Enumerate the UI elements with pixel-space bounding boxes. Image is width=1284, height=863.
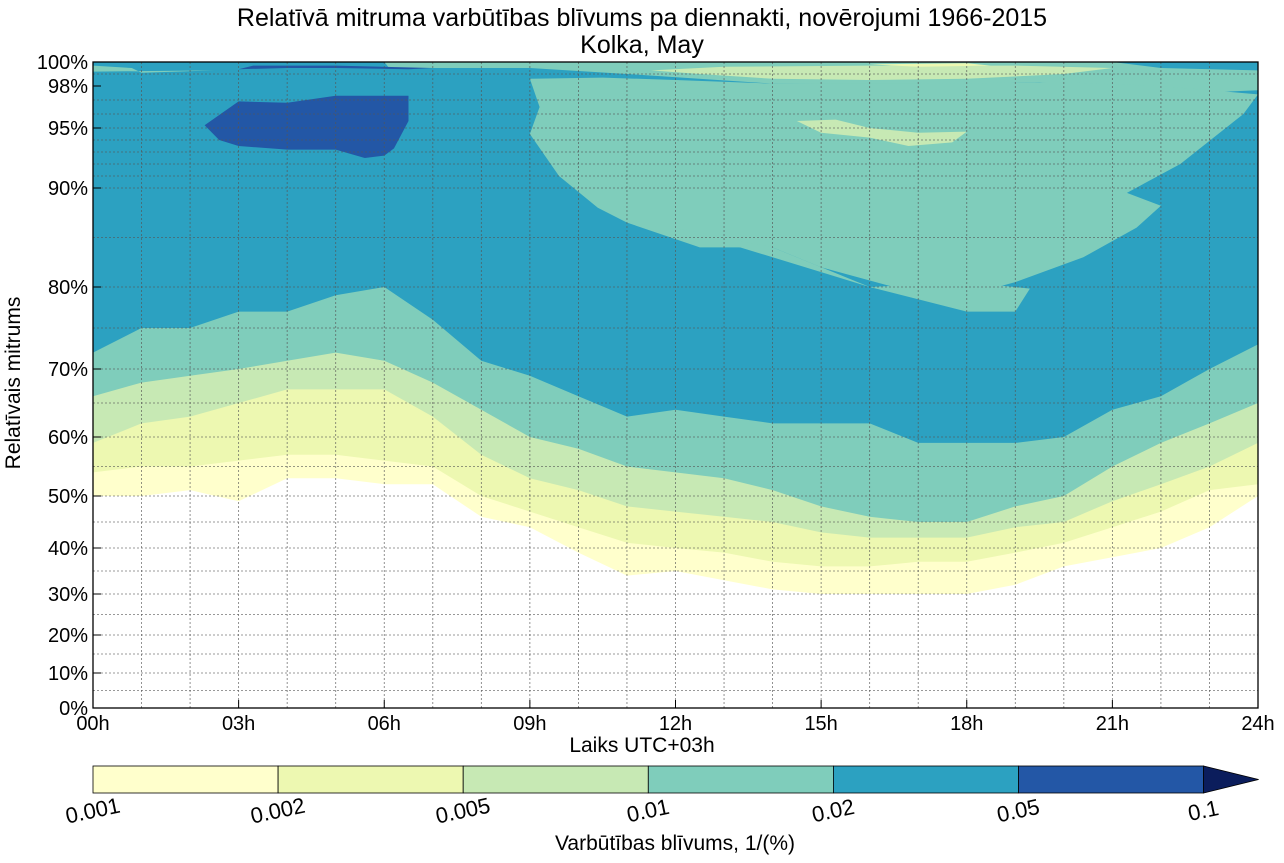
x-tick-label: 24h (1241, 713, 1274, 735)
y-tick-label: 60% (48, 427, 88, 449)
contour-top-lightgreen (651, 65, 1113, 80)
y-tick-label: 10% (48, 663, 88, 685)
colorbar: 0.001 0.002 0.005 0.01 0.02 0.05 0.1 (63, 765, 1259, 829)
contour-small-teal (651, 91, 700, 102)
y-tick-label: 95% (48, 118, 88, 140)
colorbar-label: Varbūtības blīvums, 1/(%) (554, 832, 796, 855)
x-tick-label: 18h (950, 713, 983, 735)
colorbar-tick-label: 0.01 (624, 794, 671, 827)
contour-top-teal-left (93, 65, 215, 73)
y-tick-label: 30% (48, 584, 88, 606)
colorbar-swatch-0.002 (277, 765, 464, 794)
colorbar-swatch-0.005 (462, 765, 649, 794)
y-axis-ticks: 0% 10% 20% 30% 40% 50% 60% 70% 80% 90% 95% 98%100% (37, 52, 101, 720)
contour-mid-dip (675, 227, 1030, 312)
y-tick-label: 50% (48, 486, 88, 508)
colorbar-tick-label: 0.02 (810, 794, 857, 827)
x-axis-ticks: 00h 03h 06h 09h 12h 15h 18h 21h 24h (76, 700, 1275, 735)
y-tick-label: 98% (48, 76, 88, 98)
colorbar-tick-label: 0.005 (433, 793, 492, 829)
y-tick-label: 20% (48, 625, 88, 647)
colorbar-swatch-0.01 (647, 765, 834, 794)
x-tick-label: 00h (76, 713, 109, 735)
y-tick-label: 0% (59, 698, 88, 720)
x-tick-label: 21h (1096, 713, 1129, 735)
y-tick-label: 100% (37, 52, 88, 74)
contour-blob-dark (204, 95, 409, 158)
colorbar-swatch-0.02 (833, 765, 1019, 794)
chart-subtitle: Kolka, May (580, 31, 704, 59)
x-tick-label: 03h (222, 713, 255, 735)
x-tick-label: 09h (513, 713, 546, 735)
x-tick-label: 06h (368, 713, 401, 735)
colorbar-extend-arrow (1203, 765, 1259, 794)
colorbar-tick-label: 0.001 (63, 793, 122, 829)
chart-title: Relatīvā mitruma varbūtības blīvums pa d… (236, 4, 1048, 32)
colorbar-tick-label: 0.002 (248, 793, 307, 829)
colorbar-tick-label: 0.1 (1186, 795, 1221, 826)
x-tick-label: 12h (659, 713, 692, 735)
y-tick-label: 80% (48, 277, 88, 299)
y-tick-label: 70% (48, 359, 88, 381)
colorbar-swatch-0.05 (1018, 765, 1205, 794)
colorbar-tick-label: 0.05 (995, 794, 1042, 827)
colorbar-swatch-0.001 (92, 765, 279, 794)
contour-island-lightgreen (796, 119, 967, 146)
y-tick-label: 90% (48, 178, 88, 200)
contour-upper-teal (529, 77, 1258, 296)
y-axis-label: Relatīvais mitrums (2, 296, 25, 470)
x-tick-label: 15h (804, 713, 837, 735)
x-axis-label: Laiks UTC+03h (569, 734, 715, 757)
y-tick-label: 40% (48, 538, 88, 560)
contour-top-yellow (869, 63, 991, 67)
